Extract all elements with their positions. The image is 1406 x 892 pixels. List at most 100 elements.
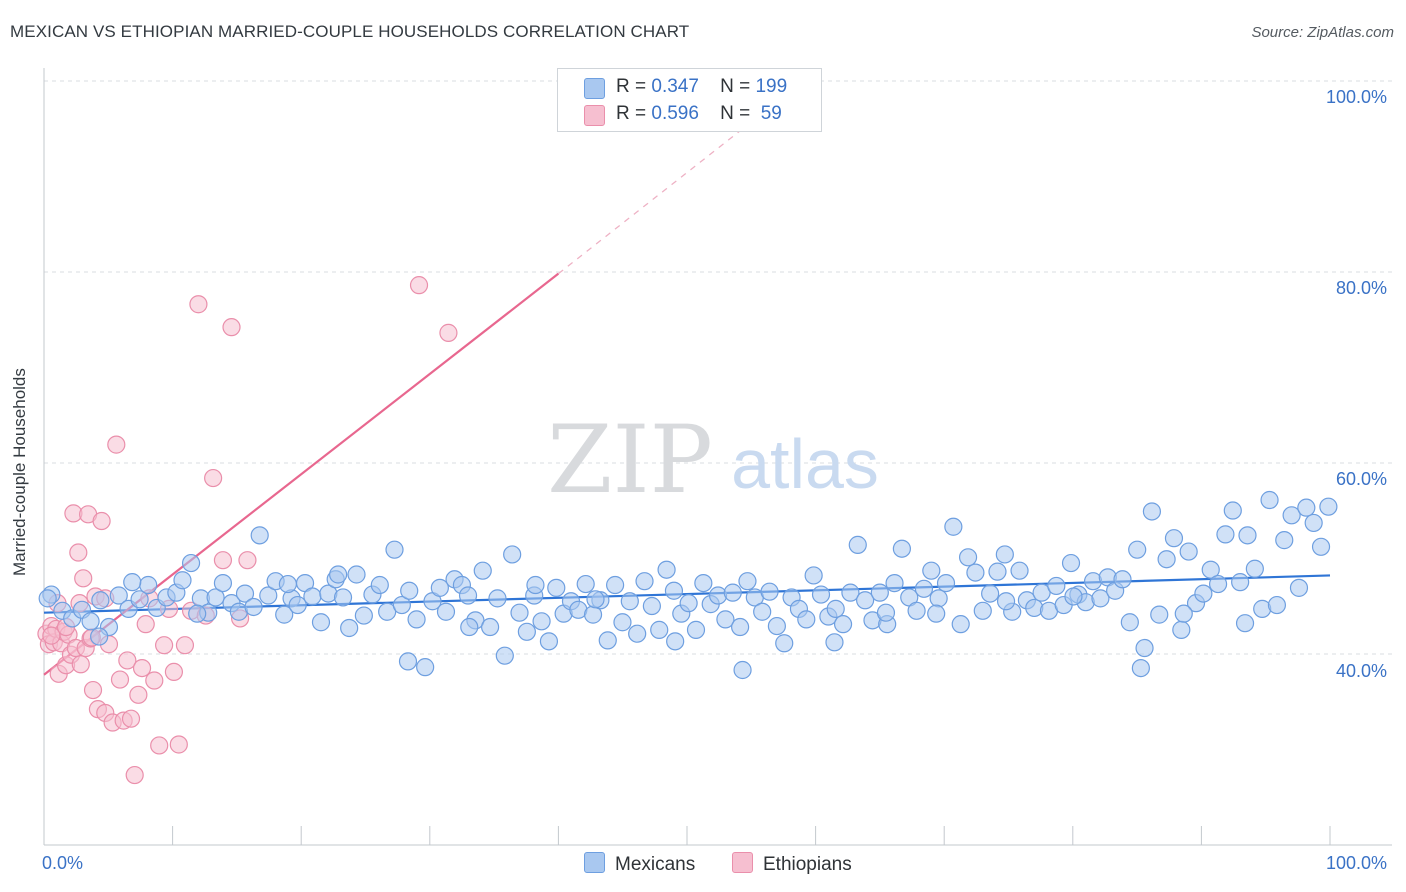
mexicans-point — [1235, 614, 1255, 633]
mexicans-point — [666, 632, 685, 651]
bottom-legend-mexicans: Mexicans — [584, 852, 695, 876]
ethiopians-points — [37, 276, 458, 785]
ethiopians-point — [110, 670, 130, 689]
ethiopians-point — [118, 651, 137, 670]
mexicans-point — [329, 565, 348, 584]
mexicans-point — [848, 535, 867, 554]
ethiopians-point — [409, 276, 429, 295]
ethiopians-point — [83, 680, 103, 700]
mexicans-point — [892, 539, 911, 558]
mexicans-point — [760, 582, 779, 601]
mexicans-point — [876, 603, 896, 622]
mexicans-point — [1216, 525, 1235, 544]
watermark-atlas: atlas — [731, 425, 879, 503]
ethiopians-point — [71, 655, 90, 674]
mexicans-point — [354, 606, 373, 625]
legend-r-value: 0.596 — [651, 103, 699, 124]
mexicans-point — [929, 589, 948, 608]
y-tick-label-60: 60.0% — [1336, 469, 1388, 489]
ethiopians-point — [238, 551, 257, 570]
mexicans-point — [694, 573, 713, 593]
ethiopians-point — [136, 615, 155, 634]
mexicans-point — [1150, 605, 1169, 624]
mexicans-point — [1260, 490, 1279, 510]
mexicans-point — [733, 660, 752, 680]
mexicans-point — [825, 633, 844, 652]
mexicans-point — [753, 602, 772, 621]
mexicans-point — [130, 590, 149, 609]
mexicans-point — [1245, 559, 1264, 578]
mexicans-point — [811, 585, 831, 604]
watermark-zip: ZIP — [547, 406, 713, 515]
mexicans-point — [378, 602, 397, 621]
mexicans-point — [1157, 550, 1176, 569]
mexicans-point — [907, 601, 926, 620]
ethiopians-point — [125, 765, 144, 785]
mexicans-point — [1091, 589, 1110, 608]
mexicans-point — [250, 526, 269, 545]
mexicans-point — [510, 603, 529, 622]
mexicans-point — [1135, 638, 1154, 658]
mexicans-point — [244, 597, 263, 617]
mexicans-point — [996, 592, 1016, 611]
mexicans-point — [38, 589, 57, 608]
legend-n-label: N = — [720, 103, 751, 124]
mexicans-point — [620, 592, 639, 611]
mexicans-point — [708, 586, 728, 605]
mexicans-point — [181, 553, 201, 573]
mexicans-point — [347, 565, 366, 584]
mexicans-point — [1319, 497, 1338, 516]
mexicans-point — [679, 594, 698, 613]
mexicans-point — [664, 581, 684, 600]
mexicans-point — [1289, 578, 1309, 597]
ethiopians-point — [189, 295, 208, 314]
mexicans-point — [1025, 598, 1044, 618]
mexicans-point — [1047, 576, 1066, 596]
mexicans-point — [635, 572, 654, 591]
mexicans-point — [870, 583, 889, 602]
mexicans-point — [235, 584, 255, 603]
axes — [43, 68, 1392, 846]
watermark: ZIP atlas — [547, 406, 879, 515]
mexicans-point — [586, 590, 605, 609]
mexicans-point — [966, 563, 985, 582]
x-tick-label-left: 0.0% — [42, 853, 84, 873]
mexicans-point — [841, 583, 860, 602]
ethiopians-point — [155, 636, 174, 655]
ethiopians-point — [175, 636, 195, 655]
legend-n-label: N = — [720, 76, 751, 97]
x-tick-label-right: 100.0% — [1326, 853, 1388, 873]
mexicans-point — [1128, 540, 1147, 559]
mexicans-point — [188, 604, 207, 623]
mexicans-point — [988, 562, 1007, 581]
mexicans-point — [775, 634, 794, 653]
mexicans-point — [1061, 553, 1081, 573]
mexicans-points — [38, 490, 1338, 680]
bottom-legend-label-mexicans: Mexicans — [615, 854, 696, 875]
ethiopians-point — [132, 658, 152, 678]
mexicans-point — [473, 561, 492, 580]
mexicans-point — [1311, 537, 1331, 556]
correlation-legend: R = 0.347 N = 199 R = 0.596 N = 59 — [557, 68, 822, 132]
mexicans-point — [1304, 513, 1323, 533]
ethiopians-point — [439, 323, 458, 342]
mexicans-point — [723, 583, 742, 602]
mexicans-point — [1208, 574, 1228, 594]
mexicans-point — [1113, 570, 1132, 589]
mexicans-point — [598, 631, 617, 650]
mexicans-point — [642, 596, 661, 616]
mexicans-point — [503, 545, 522, 564]
mexicans-point — [1131, 658, 1150, 678]
mexicans-point — [109, 586, 128, 605]
mexicans-point — [826, 599, 845, 618]
mexicans-point — [340, 618, 359, 638]
mexicans-point — [767, 616, 786, 636]
mexicans-point — [392, 595, 411, 615]
mexicans-point — [90, 627, 109, 646]
legend-swatch-pink — [584, 105, 605, 126]
ethiopians-point — [92, 511, 111, 531]
ethiopians-point — [164, 662, 184, 682]
mexicans-point — [259, 586, 278, 605]
mexicans-point — [400, 581, 419, 600]
y-tick-label-40: 40.0% — [1336, 661, 1388, 681]
